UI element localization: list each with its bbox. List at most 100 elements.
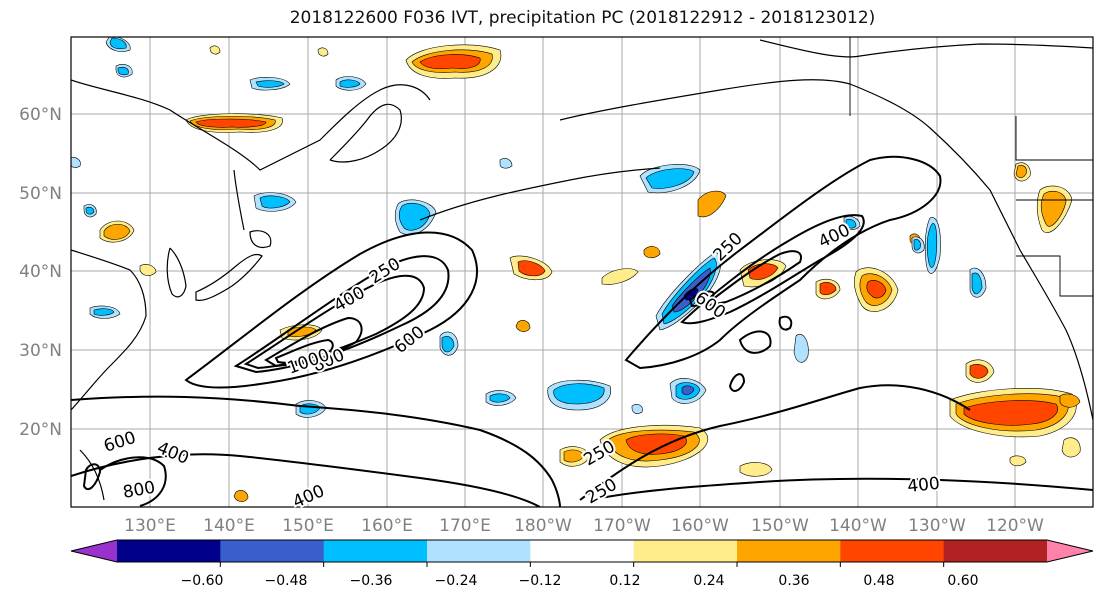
coastline-asia xyxy=(71,79,431,171)
colorbar-segment xyxy=(633,540,738,562)
precip-positive-blob xyxy=(739,462,773,477)
coastlines xyxy=(71,39,1093,501)
precip-negative-blob xyxy=(398,202,431,231)
coastline-hokkaido xyxy=(249,230,272,249)
coastline-sakhalin xyxy=(233,169,245,231)
lat-label-20n: 20°N xyxy=(19,420,62,440)
contour-label: 250 xyxy=(366,254,404,288)
ivt-contour-line xyxy=(243,274,426,370)
lon-label-140e: 140°E xyxy=(203,516,255,536)
precip-field-negative xyxy=(71,37,987,418)
lon-label-150e: 150°E xyxy=(282,516,334,536)
precip-positive-blob xyxy=(963,400,1058,426)
colorbar-segment xyxy=(530,540,635,562)
precip-positive-blob xyxy=(1059,393,1081,408)
precip-field-positive xyxy=(99,44,1081,502)
colorbar-segment xyxy=(427,540,531,562)
lon-label-130w: 130°W xyxy=(908,516,966,536)
figure-title: 2018122600 F036 IVT, precipitation PC (2… xyxy=(289,8,876,28)
precip-negative-blob xyxy=(255,80,285,88)
lat-label-50n: 50°N xyxy=(19,184,62,204)
ivt-contour-line xyxy=(624,155,942,370)
lat-label-60n: 60°N xyxy=(19,105,62,125)
lon-label-130e: 130°E xyxy=(124,516,176,536)
map-frame xyxy=(70,36,1094,508)
colorbar-extend-low xyxy=(71,540,117,562)
precip-positive-blob xyxy=(209,45,221,55)
precip-positive-blob xyxy=(625,433,687,455)
ivt-contour-line xyxy=(579,384,971,501)
colorbar-extend-high xyxy=(1047,540,1093,562)
precip-negative-blob xyxy=(845,218,857,229)
lon-label-180w: 180°W xyxy=(514,516,572,536)
contour-label: 800 xyxy=(121,478,156,503)
lon-label-120w: 120°W xyxy=(986,516,1044,536)
colorbar-ticks: −0.60 −0.48 −0.36 −0.24 −0.12 0.12 0.24 … xyxy=(181,573,979,589)
lon-label-170w: 170°W xyxy=(593,516,651,536)
precip-negative-blob xyxy=(489,393,511,403)
ivt-contour-line xyxy=(184,231,478,389)
gridlines xyxy=(71,37,1093,507)
precip-positive-blob xyxy=(419,54,481,70)
precip-positive-blob xyxy=(233,490,249,502)
border-canada-provinces xyxy=(1015,116,1093,161)
precip-positive-blob xyxy=(515,320,531,332)
precip-negative-blob xyxy=(499,158,513,169)
precip-negative-blob xyxy=(681,385,695,396)
precip-positive-blob xyxy=(866,280,887,299)
coastline-alaska xyxy=(559,79,1093,421)
precip-negative-blob xyxy=(793,334,809,363)
precip-positive-blob xyxy=(819,282,837,296)
colorbar-tick-label: −0.60 xyxy=(181,573,224,589)
coastline-aleutians xyxy=(419,167,661,221)
precip-positive-blob xyxy=(195,118,267,128)
colorbar-tick-label: −0.48 xyxy=(265,573,308,589)
contour-label: 400 xyxy=(331,283,369,317)
coastline-korea xyxy=(166,247,187,298)
lon-label-170e: 170°E xyxy=(439,516,491,536)
ivt-contour-line xyxy=(71,395,561,507)
precip-negative-blob xyxy=(259,195,291,209)
precip-negative-blob xyxy=(926,223,938,268)
lon-label-140w: 140°W xyxy=(829,516,887,536)
borders xyxy=(849,37,1093,297)
contour-label: 400 xyxy=(154,438,192,469)
coastline-philippines xyxy=(79,449,105,501)
precip-negative-blob xyxy=(93,308,115,316)
ivt-contour-line xyxy=(233,255,450,374)
precip-negative-blob xyxy=(117,66,129,76)
precip-positive-blob xyxy=(601,268,639,285)
precip-negative-blob xyxy=(441,336,455,353)
colorbar-segment xyxy=(840,540,945,562)
colorbar-tick-label: −0.36 xyxy=(350,573,393,589)
ivt-contour-line xyxy=(680,214,865,325)
lon-label-150w: 150°W xyxy=(751,516,809,536)
colorbar-segment xyxy=(117,540,221,562)
lon-labels: 130°E 140°E 150°E 160°E 170°E 180°W 170°… xyxy=(124,516,1044,536)
ivt-contour-line xyxy=(82,463,102,491)
precip-negative-blob xyxy=(339,79,361,88)
contour-label: 600 xyxy=(101,428,138,457)
colorbar-segment xyxy=(323,540,428,562)
lon-label-160w: 160°W xyxy=(671,516,729,536)
border-us-states xyxy=(1016,255,1093,297)
precip-positive-blob xyxy=(287,326,317,338)
precip-positive-blob xyxy=(563,449,585,463)
coastline-china xyxy=(71,249,147,411)
precip-negative-blob xyxy=(683,288,699,301)
precip-negative-blob xyxy=(109,37,127,50)
contour-label: 250 xyxy=(583,475,621,509)
colorbar xyxy=(70,539,1094,567)
colorbar-segment xyxy=(737,540,841,562)
colorbar-tick-label: 0.48 xyxy=(863,573,894,589)
precip-positive-blob xyxy=(139,264,157,276)
precip-positive-blob xyxy=(317,47,329,57)
colorbar-tick-label: 0.60 xyxy=(947,573,978,589)
colorbar-tick-label: 0.36 xyxy=(778,573,809,589)
coastline-kamchatka xyxy=(329,103,402,163)
ivt-contour-line xyxy=(778,315,793,331)
colorbar-outline xyxy=(70,539,1094,563)
ivt-contour-line xyxy=(589,477,1093,501)
